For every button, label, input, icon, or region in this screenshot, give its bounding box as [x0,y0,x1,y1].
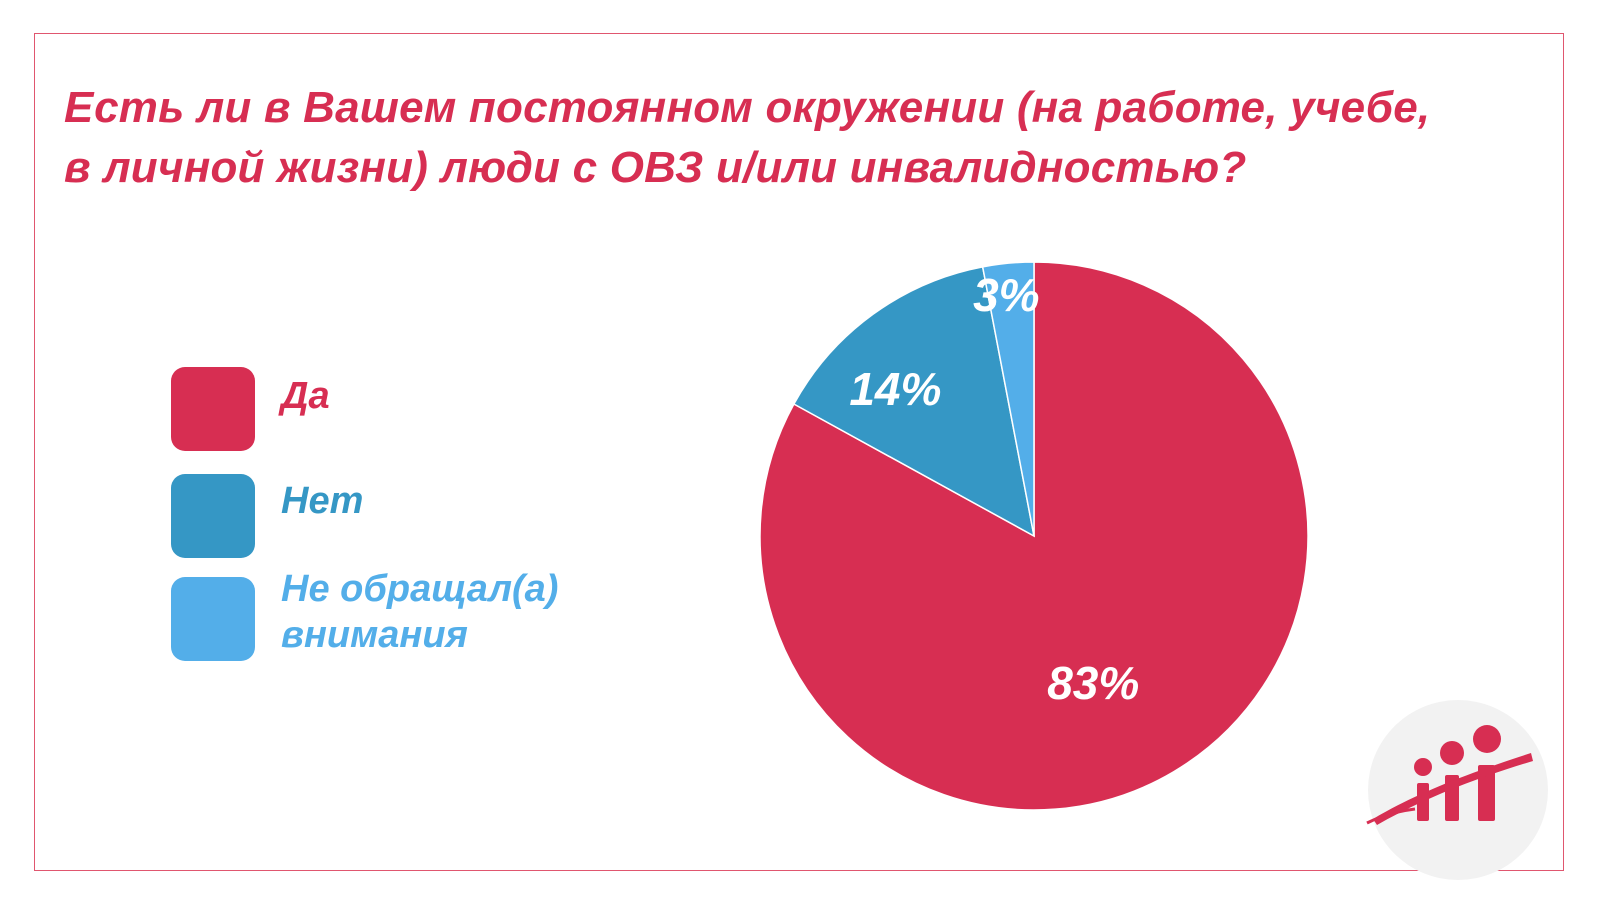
legend-label-no: Нет [281,480,364,522]
legend-swatch-not-noticed [171,577,255,661]
legend-swatch-yes [171,367,255,451]
pie-slice-no [792,265,1036,538]
slide-frame [34,33,1564,871]
people-growth-logo-icon [1366,700,1548,880]
chart-title: Есть ли в Вашем постоянном окружении (на… [64,78,1524,198]
pie-slice-not-noticed [981,261,1035,537]
legend-label-yes: Да [281,375,330,417]
chart-title-line-1: Есть ли в Вашем постоянном окружении (на… [64,83,1431,132]
pie-label-no: 14% [849,363,941,415]
legend-swatch-no [171,474,255,558]
pie-label-not-noticed: 3% [973,269,1039,321]
pie-label-yes: 83% [1047,657,1139,709]
legend-label-not-noticed: Не обращал(а) внимания [281,566,558,658]
pie-slice-yes [759,261,1309,811]
legend-label-not-noticed-line-1: Не обращал(а) [281,568,559,610]
legend-label-not-noticed-line-2: внимания [281,614,468,656]
chart-title-line-2: в личной жизни) люди с ОВЗ и/или инвалид… [64,143,1247,192]
